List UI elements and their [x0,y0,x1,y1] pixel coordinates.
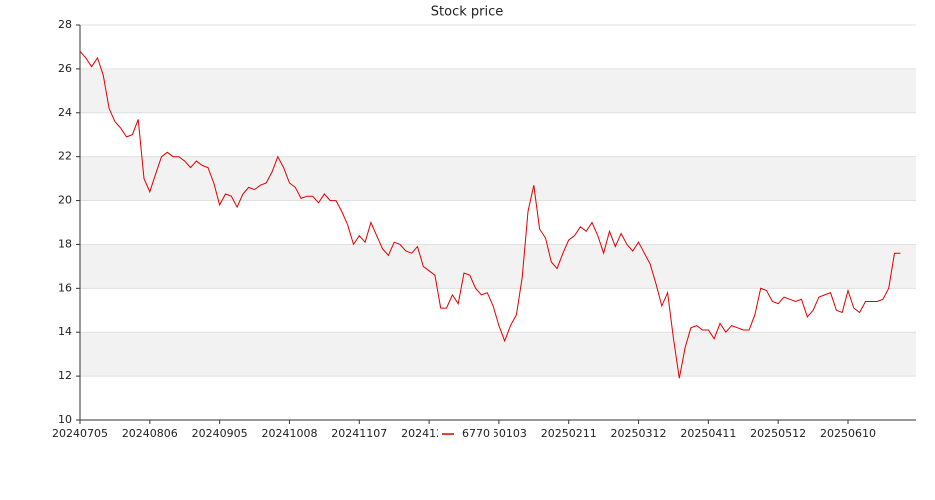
x-tick-label: 20250610 [820,427,876,440]
x-tick-label: 20240905 [192,427,248,440]
y-tick-label: 16 [58,281,72,294]
grid-band [80,156,916,201]
y-tick-label: 24 [58,106,72,119]
y-tick-label: 26 [58,62,72,75]
grid-band [80,68,916,113]
x-tick-label: 20250312 [611,427,667,440]
chart-title: Stock price [431,5,503,20]
y-tick-label: 20 [58,194,72,207]
x-tick-label: 20241008 [261,427,317,440]
x-tick-label: 20250512 [750,427,806,440]
y-tick-label: 10 [58,413,72,426]
y-tick-label: 18 [58,237,72,250]
y-tick-label: 28 [58,18,72,31]
legend-label: 6770 [462,427,490,440]
legend-box [438,426,494,442]
y-tick-label: 14 [58,325,72,338]
grid-band [80,244,916,289]
grid-band [80,332,916,377]
x-tick-label: 20250411 [680,427,736,440]
x-tick-label: 20250211 [541,427,597,440]
y-tick-label: 12 [58,369,72,382]
x-tick-label: 20240806 [122,427,178,440]
x-tick-label: 20241107 [331,427,387,440]
series-line [79,50,901,379]
x-tick-label: 20240705 [52,427,108,440]
y-tick-label: 22 [58,150,72,163]
